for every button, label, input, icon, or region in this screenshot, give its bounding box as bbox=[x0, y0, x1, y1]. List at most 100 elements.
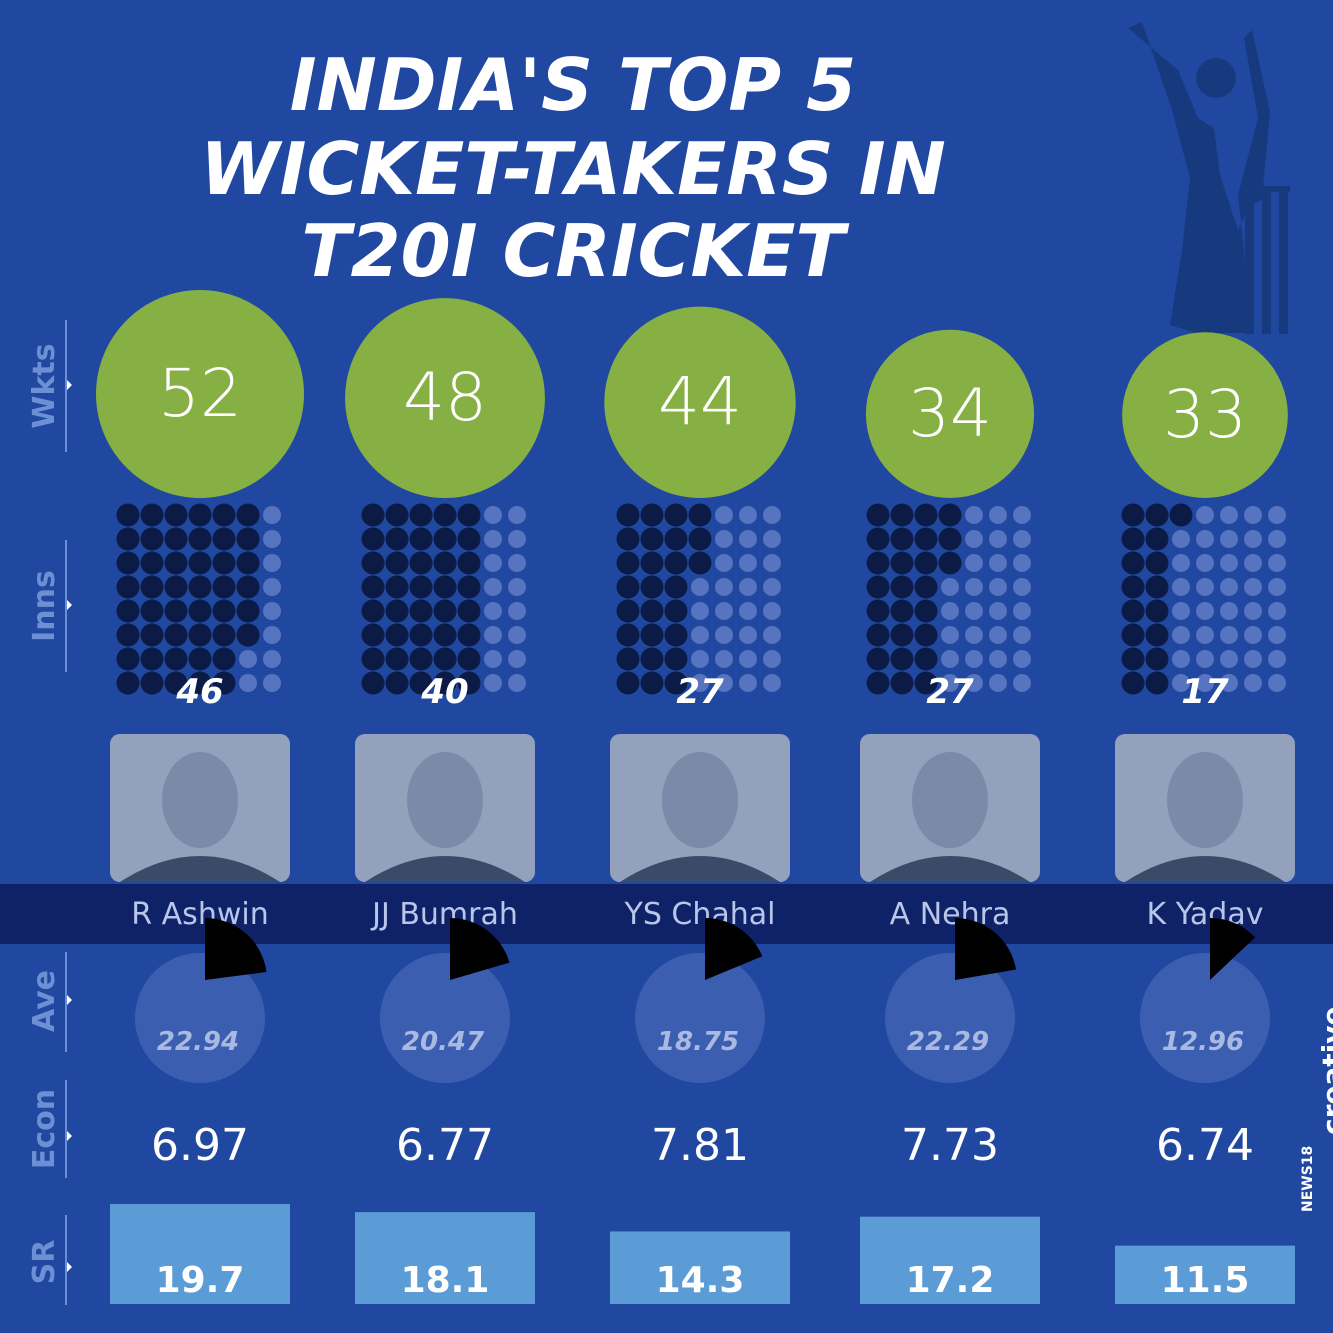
innings-dot-filled bbox=[140, 671, 164, 695]
innings-dot-empty bbox=[484, 554, 502, 572]
innings-dot-empty bbox=[989, 602, 1007, 620]
innings-dot-empty bbox=[239, 650, 257, 668]
innings-dot-empty bbox=[965, 650, 983, 668]
economy-value: 6.77 bbox=[396, 1120, 494, 1171]
innings-dot-empty bbox=[239, 674, 257, 692]
photo-shoulders bbox=[365, 856, 525, 882]
average-value: 18.75 bbox=[657, 1027, 739, 1057]
average-slice bbox=[955, 918, 1017, 980]
innings-dot-empty bbox=[484, 578, 502, 596]
innings-dot-filled bbox=[1121, 575, 1145, 599]
innings-dot-empty bbox=[263, 602, 281, 620]
innings-dot-filled bbox=[140, 575, 164, 599]
innings-dot-empty bbox=[1220, 530, 1238, 548]
average-slice bbox=[205, 918, 267, 980]
innings-dot-filled bbox=[1145, 551, 1169, 575]
innings-dot-empty bbox=[1244, 506, 1262, 524]
innings-dot-filled bbox=[116, 599, 140, 623]
innings-dot-filled bbox=[1121, 527, 1145, 551]
innings-dot-filled bbox=[188, 503, 212, 527]
photos-row bbox=[110, 734, 1295, 882]
innings-dot-filled bbox=[361, 503, 385, 527]
photo-head bbox=[1167, 752, 1243, 848]
innings-dot-filled bbox=[1121, 599, 1145, 623]
photo-head bbox=[162, 752, 238, 848]
wicket-bubble bbox=[345, 298, 545, 498]
average-value: 12.96 bbox=[1162, 1027, 1244, 1057]
innings-dot-empty bbox=[691, 578, 709, 596]
innings-dot-filled bbox=[188, 599, 212, 623]
player-name: JJ Bumrah bbox=[370, 897, 518, 932]
innings-dot-empty bbox=[965, 506, 983, 524]
innings-dot-empty bbox=[1013, 650, 1031, 668]
innings-dot-filled bbox=[890, 647, 914, 671]
innings-dot-empty bbox=[715, 554, 733, 572]
innings-dot-filled bbox=[164, 527, 188, 551]
innings-dot-filled bbox=[890, 503, 914, 527]
innings-dot-empty bbox=[989, 626, 1007, 644]
innings-dot-filled bbox=[688, 527, 712, 551]
innings-dot-filled bbox=[361, 623, 385, 647]
wicket-bubble bbox=[604, 306, 796, 498]
innings-dot-empty bbox=[941, 626, 959, 644]
innings-dot-empty bbox=[1244, 578, 1262, 596]
wicket-value: 34 bbox=[908, 375, 992, 452]
innings-dot-empty bbox=[1268, 506, 1286, 524]
innings-dot-empty bbox=[965, 530, 983, 548]
innings-dot-empty bbox=[989, 650, 1007, 668]
innings-dot-filled bbox=[640, 503, 664, 527]
innings-dot-filled bbox=[866, 599, 890, 623]
innings-dot-filled bbox=[116, 671, 140, 695]
strike-rate-bar bbox=[860, 1216, 1040, 1304]
innings-dot-filled bbox=[640, 599, 664, 623]
innings-dot-empty bbox=[763, 626, 781, 644]
innings-dot-empty bbox=[1196, 602, 1214, 620]
innings-dot-filled bbox=[212, 647, 236, 671]
innings-dot-filled bbox=[616, 599, 640, 623]
row-label-inns: Inns bbox=[27, 570, 62, 642]
innings-dot-empty bbox=[989, 554, 1007, 572]
average-pie bbox=[885, 953, 1015, 1083]
innings-dot-filled bbox=[866, 527, 890, 551]
average-pie bbox=[135, 953, 265, 1083]
photo-shoulders bbox=[1125, 856, 1285, 882]
innings-dot-empty bbox=[1220, 602, 1238, 620]
innings-dot-filled bbox=[1145, 503, 1169, 527]
player-name: A Nehra bbox=[890, 897, 1011, 932]
innings-dot-empty bbox=[1196, 506, 1214, 524]
title-line-1: INDIA'S TOP 5 bbox=[290, 43, 857, 127]
innings-dot-empty bbox=[263, 554, 281, 572]
innings-dot-filled bbox=[457, 527, 481, 551]
innings-dot-filled bbox=[664, 575, 688, 599]
innings-dot-filled bbox=[640, 551, 664, 575]
innings-dot-filled bbox=[188, 527, 212, 551]
innings-dot-filled bbox=[212, 503, 236, 527]
innings-dot-filled bbox=[914, 551, 938, 575]
innings-dot-filled bbox=[409, 599, 433, 623]
strike-rate-value: 19.7 bbox=[156, 1260, 245, 1301]
innings-dot-filled bbox=[116, 503, 140, 527]
innings-dot-filled bbox=[457, 503, 481, 527]
innings-dot-empty bbox=[989, 578, 1007, 596]
innings-dot-filled bbox=[938, 551, 962, 575]
average-row: 22.94 20.47 18.75 22.29 12.96 bbox=[135, 918, 1270, 1083]
player-name: R Ashwin bbox=[131, 897, 268, 932]
innings-dot-empty bbox=[739, 650, 757, 668]
innings-dot-filled bbox=[116, 575, 140, 599]
innings-dot-filled bbox=[616, 527, 640, 551]
innings-dot-filled bbox=[409, 575, 433, 599]
innings-dot-filled bbox=[361, 551, 385, 575]
innings-dot-filled bbox=[664, 623, 688, 647]
row-arrows bbox=[67, 380, 72, 1272]
economy-row: 6.97 6.77 7.81 7.73 6.74 bbox=[151, 1120, 1254, 1171]
innings-dot-filled bbox=[433, 671, 457, 695]
innings-dot-filled bbox=[409, 527, 433, 551]
innings-dot-empty bbox=[484, 626, 502, 644]
innings-dot-filled bbox=[866, 503, 890, 527]
strike-rate-value: 11.5 bbox=[1161, 1260, 1250, 1301]
wicket-bubble bbox=[96, 290, 304, 498]
innings-dot-filled bbox=[433, 551, 457, 575]
innings-dot-filled bbox=[140, 527, 164, 551]
innings-dot-empty bbox=[1172, 602, 1190, 620]
innings-dot-empty bbox=[1220, 578, 1238, 596]
